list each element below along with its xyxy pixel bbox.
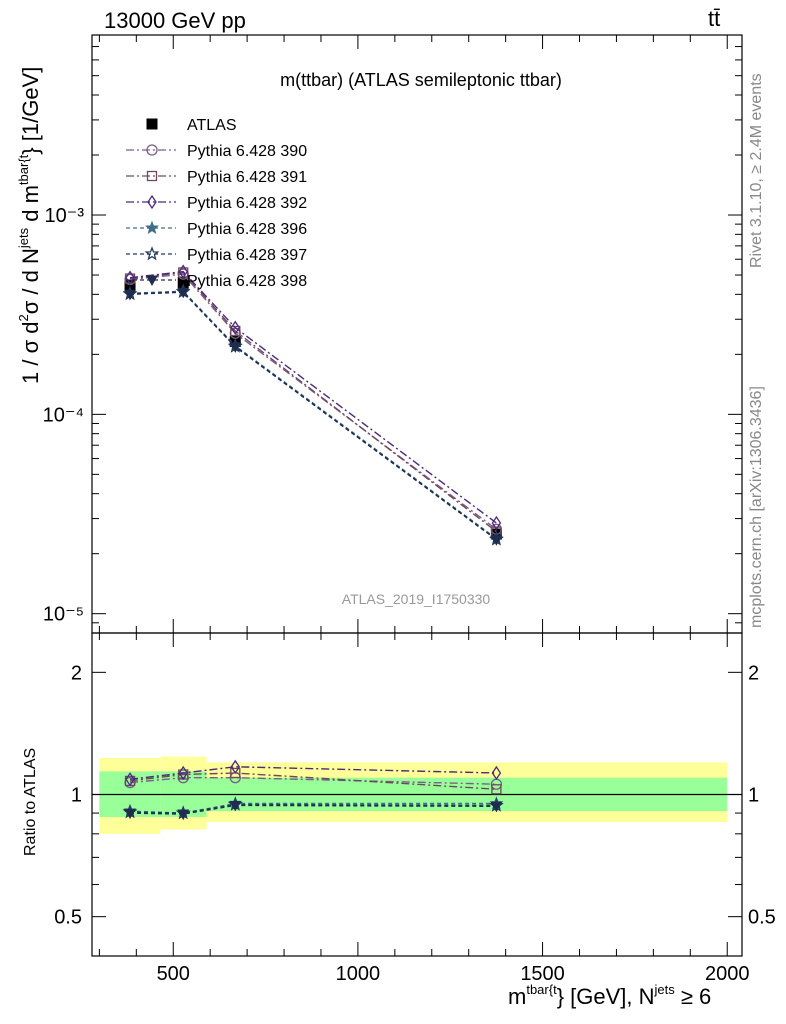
- legend-label-s396: Pythia 6.428 396: [187, 221, 307, 238]
- data-point-s398: [229, 342, 242, 353]
- ratio-point-s398: [490, 801, 503, 813]
- ratio-line-s398: [129, 804, 497, 815]
- ratio-ytick-label-right: 0.5: [748, 907, 776, 929]
- plot-title: m(ttbar) (ATLAS semileptonic ttbar): [280, 70, 562, 90]
- legend-marker-s392: [147, 194, 157, 210]
- ratio-point-s391: [230, 767, 241, 779]
- data-point-s392: [491, 515, 502, 531]
- ratio-line-s391: [129, 772, 497, 790]
- series-line-s391: [129, 271, 497, 533]
- ratio-point-s392: [178, 765, 189, 781]
- main-ytick-label: 10⁻⁴: [43, 404, 84, 426]
- analysis-watermark: ATLAS_2019_I1750330: [342, 591, 491, 607]
- ratio-ytick-label: 0.5: [54, 907, 82, 929]
- legend-label-atlas: ATLAS: [187, 117, 237, 134]
- xtick-label: 2000: [705, 963, 750, 985]
- mcplots-label: mcplots.cern.ch [arXiv:1306.3436]: [748, 386, 765, 628]
- data-point-s392: [125, 270, 135, 285]
- legend-marker-s391: [146, 170, 158, 182]
- xtick-label: 1000: [336, 963, 381, 985]
- ratio-point-s398: [229, 800, 242, 812]
- ratio-point-s392: [491, 765, 502, 781]
- legend-label-s391: Pythia 6.428 391: [187, 169, 307, 186]
- ratio-line-s397: [129, 803, 497, 814]
- data-point-s398: [177, 287, 190, 299]
- main-ytick-label: 10⁻³: [45, 205, 85, 227]
- ratio-line-s392: [129, 766, 497, 780]
- legend-label-s397: Pythia 6.428 397: [187, 247, 307, 264]
- rivet-label: Rivet 3.1.10, ≥ 2.4M events: [748, 73, 765, 268]
- series-line-s397: [129, 291, 497, 540]
- data-point-s398: [124, 289, 136, 301]
- legend-marker-s398: [146, 275, 158, 287]
- series-line-s396: [129, 290, 497, 540]
- ratio-ytick-label-right: 2: [748, 662, 759, 684]
- ratio-ytick-label-right: 1: [748, 785, 759, 807]
- legend-marker-s396: [145, 220, 159, 235]
- legend-label-s398: Pythia 6.428 398: [187, 273, 307, 290]
- ratio-ylabel: Ratio to ATLAS: [22, 747, 39, 856]
- legend-marker-s390: [146, 144, 158, 156]
- xtick-label: 1500: [520, 963, 565, 985]
- header-right: tt̄: [708, 6, 721, 31]
- ratio-point-s392: [125, 772, 135, 787]
- ratio-point-s391: [491, 784, 502, 795]
- xlabel: mtbar{t} [GeV], Njets ≥ 6: [508, 982, 712, 1009]
- legend-marker-s397: [144, 246, 160, 261]
- main-ytick-label: 10⁻⁵: [43, 604, 84, 626]
- series-line-s392: [129, 270, 497, 524]
- ratio-point-s398: [124, 808, 136, 820]
- main-ylabel: 1 / σ d2σ / d Njets d mtbar{t} [1/GeV]: [16, 66, 43, 384]
- data-point-s392: [230, 320, 241, 335]
- xtick-label: 500: [157, 963, 190, 985]
- series-line-s390: [129, 273, 497, 530]
- legend-label-s390: Pythia 6.428 390: [187, 143, 307, 160]
- header-left: 13000 GeV pp: [104, 8, 246, 33]
- series-line-s398: [129, 291, 497, 541]
- legend-label-s392: Pythia 6.428 392: [187, 195, 307, 212]
- ratio-ytick-label: 2: [71, 662, 82, 684]
- legend-marker-atlas: [146, 118, 158, 130]
- ratio-point-s392: [230, 759, 241, 774]
- ratio-ytick-label: 1: [71, 785, 82, 807]
- data-point-s398: [490, 535, 503, 546]
- ratio-point-s398: [177, 809, 190, 821]
- data-point-s392: [178, 264, 189, 279]
